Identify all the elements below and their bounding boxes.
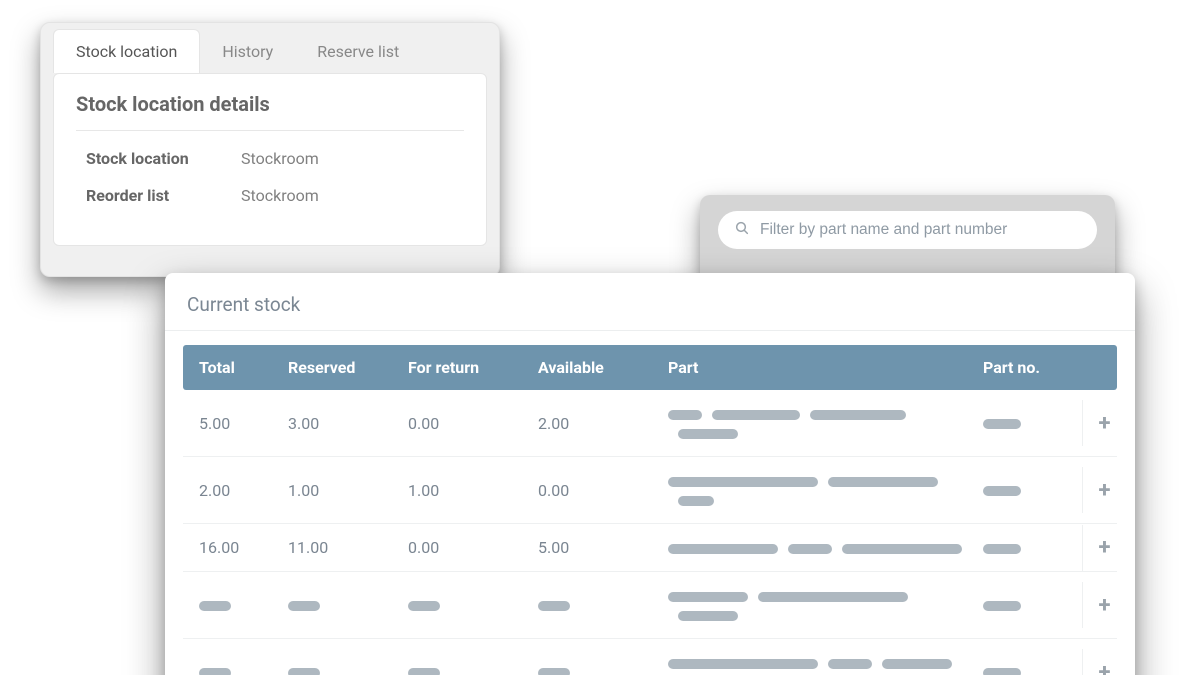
- current-stock-card: Current stock Total Reserved For return …: [165, 273, 1135, 675]
- cell-actions: +: [1073, 400, 1135, 446]
- filter-input[interactable]: [760, 221, 1081, 239]
- col-for-return: For return: [398, 345, 528, 390]
- plus-icon: +: [1099, 660, 1111, 675]
- cell-total: 2.00: [183, 467, 278, 514]
- cell-actions: +: [1073, 467, 1135, 513]
- cell-part: [658, 524, 973, 571]
- filter-input-wrap[interactable]: [718, 211, 1097, 249]
- col-reserved: Reserved: [278, 345, 398, 390]
- cell-reserved: [278, 649, 398, 675]
- add-row-button[interactable]: +: [1082, 467, 1126, 513]
- cell-actions: +: [1073, 525, 1135, 571]
- cell-available: [528, 582, 658, 629]
- cell-total: [183, 582, 278, 629]
- cell-part: [658, 572, 973, 638]
- cell-available: 5.00: [528, 524, 658, 571]
- cell-part-no: [973, 524, 1073, 571]
- cell-reserved: 11.00: [278, 524, 398, 571]
- cell-part-no: [973, 400, 1073, 447]
- panel-title: Stock location details: [76, 92, 464, 131]
- stock-location-panel: Stock location details Stock location St…: [53, 73, 487, 246]
- search-icon: [734, 220, 750, 240]
- cell-part-no: [973, 582, 1073, 629]
- cell-reserved: 1.00: [278, 467, 398, 514]
- add-row-button[interactable]: +: [1082, 649, 1126, 675]
- detail-value: Stockroom: [241, 149, 319, 168]
- col-total: Total: [183, 345, 278, 390]
- cell-available: 2.00: [528, 400, 658, 447]
- col-part: Part: [658, 345, 973, 390]
- plus-icon: +: [1099, 535, 1111, 560]
- cell-part-no: [973, 649, 1073, 675]
- cell-total: 16.00: [183, 524, 278, 571]
- detail-key: Stock location: [86, 149, 241, 168]
- tab-reserve-list[interactable]: Reserve list: [295, 30, 421, 73]
- cell-part-no: [973, 467, 1073, 514]
- stock-location-card: Stock location History Reserve list Stoc…: [40, 22, 500, 277]
- detail-row: Reorder list Stockroom: [76, 186, 464, 205]
- cell-for-return: [398, 582, 528, 629]
- table-header: Total Reserved For return Available Part…: [183, 345, 1117, 390]
- col-part-no: Part no.: [973, 345, 1073, 390]
- plus-icon: +: [1099, 478, 1111, 503]
- add-row-button[interactable]: +: [1082, 400, 1126, 446]
- table-row: 5.003.000.002.00 +: [183, 390, 1117, 457]
- cell-available: 0.00: [528, 467, 658, 514]
- cell-for-return: 0.00: [398, 524, 528, 571]
- cell-total: 5.00: [183, 400, 278, 447]
- tabs: Stock location History Reserve list: [41, 23, 499, 73]
- detail-row: Stock location Stockroom: [76, 149, 464, 168]
- col-available: Available: [528, 345, 658, 390]
- cell-actions: +: [1073, 649, 1135, 675]
- cell-part: [658, 639, 973, 675]
- cell-part: [658, 457, 973, 523]
- canvas: Stock location History Reserve list Stoc…: [0, 0, 1200, 675]
- table-row: 16.0011.000.005.00 +: [183, 524, 1117, 572]
- detail-key: Reorder list: [86, 186, 241, 205]
- cell-available: [528, 649, 658, 675]
- cell-for-return: 1.00: [398, 467, 528, 514]
- cell-for-return: [398, 649, 528, 675]
- cell-reserved: 3.00: [278, 400, 398, 447]
- tab-history[interactable]: History: [200, 30, 295, 73]
- table-row: 2.001.001.000.00+: [183, 457, 1117, 524]
- cell-reserved: [278, 582, 398, 629]
- table-row: +: [183, 572, 1117, 639]
- detail-value: Stockroom: [241, 186, 319, 205]
- table-body: 5.003.000.002.00+2.001.001.000.00+16.001…: [165, 390, 1135, 675]
- plus-icon: +: [1099, 411, 1111, 436]
- cell-total: [183, 649, 278, 675]
- cell-part: [658, 390, 973, 456]
- cell-actions: +: [1073, 582, 1135, 628]
- table-row: +: [183, 639, 1117, 675]
- add-row-button[interactable]: +: [1082, 582, 1126, 628]
- plus-icon: +: [1099, 593, 1111, 618]
- add-row-button[interactable]: +: [1082, 525, 1126, 571]
- tab-stock-location[interactable]: Stock location: [53, 29, 200, 73]
- cell-for-return: 0.00: [398, 400, 528, 447]
- section-title: Current stock: [165, 293, 1135, 331]
